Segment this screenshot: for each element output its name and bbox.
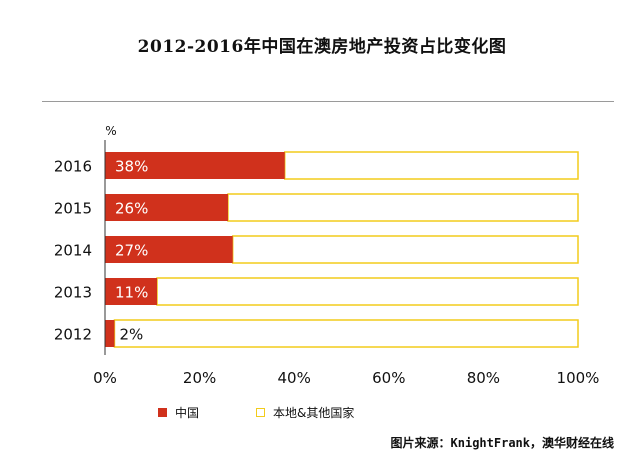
data-label-2015: 26%	[115, 200, 148, 218]
source-credit: 图片来源：KnightFrank，澳华财经在线	[390, 436, 614, 450]
x-tick-label-40: 40%	[278, 369, 311, 387]
bar-local-other-2016	[283, 151, 579, 180]
category-label-2015: 2015	[54, 200, 92, 218]
data-label-2014: 27%	[115, 242, 148, 260]
legend-swatch-china	[158, 408, 167, 417]
x-tick-label-80: 80%	[467, 369, 500, 387]
bar-china-2014	[105, 236, 233, 263]
legend-item-china: 中国	[158, 404, 199, 421]
legend-label-local-other: 本地&其他国家	[273, 406, 355, 420]
x-tick-label-20: 20%	[183, 369, 216, 387]
x-tick-label-0: 0%	[93, 369, 117, 387]
bar-china-2016	[105, 152, 285, 179]
data-label-2016: 38%	[115, 158, 148, 176]
legend-swatch-local-other	[256, 408, 265, 417]
bar-local-other-2013	[156, 277, 579, 306]
category-label-2013: 2013	[54, 284, 92, 302]
axis-unit-label: %	[105, 124, 116, 138]
data-label-2013: 11%	[115, 284, 148, 302]
data-label-2012: 2%	[119, 326, 143, 344]
legend-label-china: 中国	[175, 406, 200, 420]
bar-china-2015	[105, 194, 228, 221]
x-tick-label-60: 60%	[372, 369, 405, 387]
bar-china-2012	[105, 320, 115, 347]
x-tick-label-100: 100%	[557, 369, 600, 387]
category-label-2016: 2016	[54, 158, 92, 176]
bar-local-other-2012	[113, 319, 579, 348]
title-divider	[42, 101, 614, 102]
bar-local-other-2015	[227, 193, 579, 222]
category-label-2012: 2012	[54, 326, 92, 344]
bar-china-2013	[105, 278, 158, 305]
legend-item-local-other: 本地&其他国家	[256, 404, 354, 421]
chart-title: 2012-2016年中国在澳房地产投资占比变化图	[137, 37, 507, 57]
category-label-2014: 2014	[54, 242, 92, 260]
bar-local-other-2014	[231, 235, 579, 264]
